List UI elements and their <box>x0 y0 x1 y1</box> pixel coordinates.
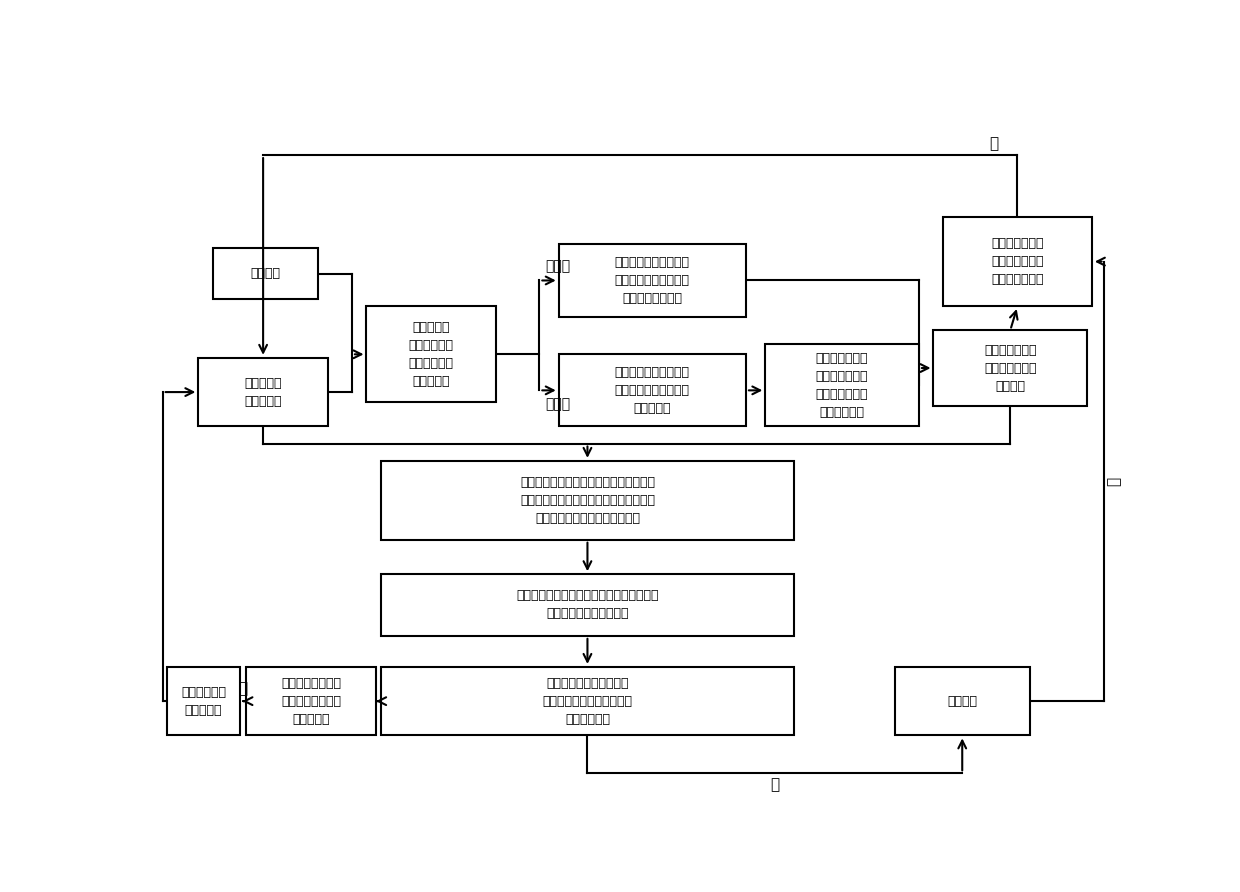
FancyBboxPatch shape <box>942 217 1092 306</box>
Text: 根据温度阈值获
取第一短径、长
径仿真值: 根据温度阈值获 取第一短径、长 径仿真值 <box>985 343 1037 392</box>
Text: 低功率: 低功率 <box>546 397 570 411</box>
Text: 温度阈值受时间影响较
小，获取同功率下的平
均温度阈值: 温度阈值受时间影响较 小，获取同功率下的平 均温度阈值 <box>615 366 689 415</box>
FancyBboxPatch shape <box>765 344 919 426</box>
FancyBboxPatch shape <box>167 667 239 736</box>
FancyBboxPatch shape <box>381 667 794 736</box>
Text: 拟合不同功率下
的温度阈值，获
取功率与温度阈
值的关系模型: 拟合不同功率下 的温度阈值，获 取功率与温度阈 值的关系模型 <box>816 351 868 418</box>
Text: 温度阈值受时间影响较
大，拟合得到时间与温
度阈值的关系模型: 温度阈值受时间影响较 大，拟合得到时间与温 度阈值的关系模型 <box>615 256 689 305</box>
FancyBboxPatch shape <box>934 330 1087 406</box>
FancyBboxPatch shape <box>381 574 794 636</box>
FancyBboxPatch shape <box>558 244 746 317</box>
Text: 长径、短径
实测平均值: 长径、短径 实测平均值 <box>244 376 281 408</box>
FancyBboxPatch shape <box>198 358 327 426</box>
FancyBboxPatch shape <box>381 461 794 540</box>
Text: 利用修正系数对第一修正
长径仿真真值进行修正，得
到长径修正值: 利用修正系数对第一修正 长径仿真真值进行修正，得 到长径修正值 <box>542 677 632 726</box>
Text: 是: 是 <box>770 778 780 792</box>
Text: 高功率: 高功率 <box>546 260 570 274</box>
Text: 是: 是 <box>1106 477 1121 486</box>
Text: 否: 否 <box>238 681 248 697</box>
Text: 获取更多长径
实测平均值: 获取更多长径 实测平均值 <box>181 686 226 716</box>
FancyBboxPatch shape <box>367 306 496 402</box>
Text: 仿真热场: 仿真热场 <box>250 267 280 280</box>
Text: 判断第一短径仿
真值与实测值是
否在误差范围内: 判断第一短径仿 真值与实测值是 否在误差范围内 <box>991 237 1044 286</box>
Text: 仿真有效: 仿真有效 <box>947 695 977 707</box>
Text: 对修正系数和消融功率进行拟合，得到修正
系数与消融功率关系模型: 对修正系数和消融功率进行拟合，得到修正 系数与消融功率关系模型 <box>516 590 658 621</box>
FancyBboxPatch shape <box>895 667 1029 736</box>
Text: 同功率下，长径实测平均值与第一长径仿
真值的商较为接近，取不同时间下商的平
均值作为当前功率下的修正系数: 同功率下，长径实测平均值与第一长径仿 真值的商较为接近，取不同时间下商的平 均值… <box>520 475 655 524</box>
Text: 否: 否 <box>990 136 998 151</box>
FancyBboxPatch shape <box>247 667 376 736</box>
FancyBboxPatch shape <box>558 354 746 426</box>
Text: 根据消融短
径，获取不同
功率、时间下
的温度阈值: 根据消融短 径，获取不同 功率、时间下 的温度阈值 <box>409 321 454 388</box>
FancyBboxPatch shape <box>213 248 319 300</box>
Text: 判断第一长径仿真
值与实测值是否在
误差范围内: 判断第一长径仿真 值与实测值是否在 误差范围内 <box>281 677 341 726</box>
